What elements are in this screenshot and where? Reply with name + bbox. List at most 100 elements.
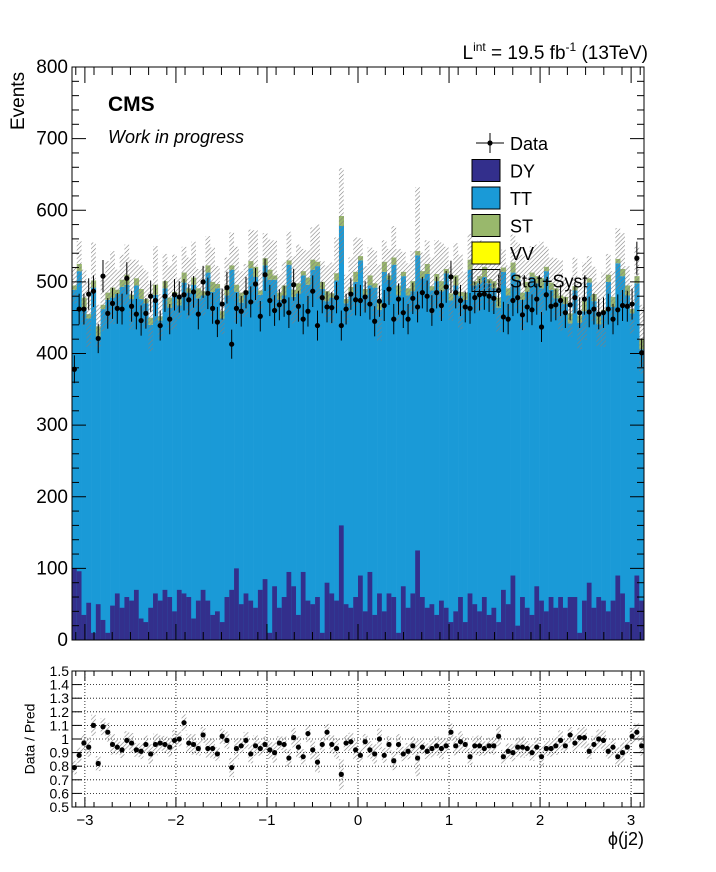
syst-band-bin bbox=[610, 271, 616, 323]
bar-dy bbox=[181, 593, 187, 640]
data-point bbox=[472, 295, 478, 301]
bar-dy bbox=[291, 586, 297, 640]
syst-band-bin bbox=[634, 246, 640, 306]
ratio-point bbox=[200, 732, 206, 738]
data-point bbox=[600, 310, 607, 316]
lumi-prefix: L bbox=[462, 43, 473, 64]
bar-dy bbox=[515, 625, 521, 640]
syst-band-bin bbox=[210, 247, 215, 317]
bar-tt bbox=[338, 226, 344, 640]
syst-band-bin bbox=[605, 253, 611, 296]
syst-band-bin bbox=[529, 246, 535, 300]
syst-band-bin bbox=[524, 260, 530, 304]
legend-label: Stat+Syst bbox=[510, 272, 588, 292]
ratio-point bbox=[90, 722, 97, 729]
bar-dy bbox=[429, 604, 435, 640]
data-point bbox=[376, 298, 383, 304]
bar-tt bbox=[200, 295, 206, 640]
bar-dy bbox=[243, 593, 249, 640]
main-y-axis: 0 100 200 300 400 500 600 700 800 bbox=[36, 57, 644, 651]
bar-tt bbox=[257, 294, 263, 640]
bar-tt bbox=[472, 285, 478, 640]
data-point bbox=[443, 284, 449, 290]
ratio-y-tick-label: 1.3 bbox=[50, 690, 70, 706]
bar-dy bbox=[486, 614, 492, 640]
data-point bbox=[291, 282, 297, 288]
syst-band-bin bbox=[539, 241, 544, 315]
bar-tt bbox=[291, 296, 297, 640]
lumi-superscript: int bbox=[473, 40, 486, 54]
syst-band-bin bbox=[400, 251, 406, 292]
ratio-x-axis-label: ϕ(j2) bbox=[608, 829, 644, 849]
bar-dy bbox=[219, 622, 225, 640]
data-point bbox=[519, 312, 526, 318]
bar-dy bbox=[338, 525, 344, 640]
data-point bbox=[310, 288, 316, 294]
syst-band-bin bbox=[391, 226, 397, 290]
bar-tt bbox=[324, 301, 330, 640]
ratio-x-tick-label: 1 bbox=[445, 812, 453, 829]
data-point bbox=[462, 304, 468, 310]
data-point bbox=[538, 324, 545, 330]
ratio-point bbox=[548, 745, 554, 752]
ratio-point bbox=[148, 751, 154, 757]
main-y-tick-label: 600 bbox=[36, 200, 68, 221]
bar-tt bbox=[410, 291, 416, 640]
syst-band-bin bbox=[372, 250, 378, 317]
bar-dy bbox=[458, 597, 464, 640]
bar-tt bbox=[262, 265, 268, 640]
syst-band-bin bbox=[319, 261, 325, 303]
bar-tt bbox=[510, 272, 516, 640]
ratio-y-tick-label: 1 bbox=[61, 731, 69, 747]
syst-band-bin bbox=[405, 263, 411, 314]
syst-band-bin bbox=[358, 238, 363, 274]
data-points bbox=[72, 241, 644, 384]
bar-dy bbox=[548, 597, 554, 640]
bar-tt bbox=[429, 290, 435, 640]
bar-dy bbox=[86, 602, 92, 640]
data-point bbox=[553, 302, 559, 308]
bar-tt bbox=[529, 276, 535, 640]
ratio-point bbox=[591, 741, 597, 748]
legend-swatch bbox=[471, 186, 501, 210]
ratio-point bbox=[300, 754, 306, 760]
bar-dy bbox=[434, 614, 440, 640]
bar-dy bbox=[572, 597, 578, 640]
bar-tt bbox=[405, 295, 411, 640]
ratio-point bbox=[210, 745, 216, 752]
bar-tt bbox=[572, 290, 578, 640]
data-point bbox=[176, 294, 182, 300]
bar-dy bbox=[138, 618, 144, 640]
ratio-point bbox=[515, 744, 521, 750]
ratio-point bbox=[238, 743, 244, 749]
data-point bbox=[90, 288, 97, 294]
bar-dy bbox=[501, 589, 507, 640]
bar-dy bbox=[348, 607, 354, 640]
syst-band-bin bbox=[310, 227, 316, 292]
bar-dy bbox=[315, 597, 321, 640]
legend-label: ST bbox=[510, 217, 533, 237]
data-point bbox=[100, 273, 106, 279]
bar-dy bbox=[634, 575, 640, 640]
bar-dy bbox=[81, 614, 87, 640]
ratio-point bbox=[190, 741, 197, 748]
bar-tt bbox=[219, 318, 225, 640]
bar-dy bbox=[462, 622, 468, 640]
syst-band-bin bbox=[381, 240, 387, 284]
bar-dy bbox=[276, 607, 283, 640]
ratio-point bbox=[615, 754, 621, 760]
legend-label: Data bbox=[510, 134, 549, 154]
ratio-point bbox=[286, 755, 292, 761]
data-point bbox=[367, 301, 373, 307]
bar-dy bbox=[110, 605, 116, 640]
bar-dy bbox=[424, 607, 430, 640]
bar-tt bbox=[129, 299, 135, 640]
data-point bbox=[243, 290, 249, 296]
data-point bbox=[357, 297, 363, 304]
bar-tt bbox=[620, 276, 626, 640]
syst-band-bin bbox=[415, 187, 420, 315]
data-point bbox=[529, 307, 535, 313]
ratio-y-tick-label: 0.6 bbox=[50, 785, 70, 801]
ratio-point bbox=[486, 743, 492, 749]
bar-dy bbox=[481, 597, 487, 640]
